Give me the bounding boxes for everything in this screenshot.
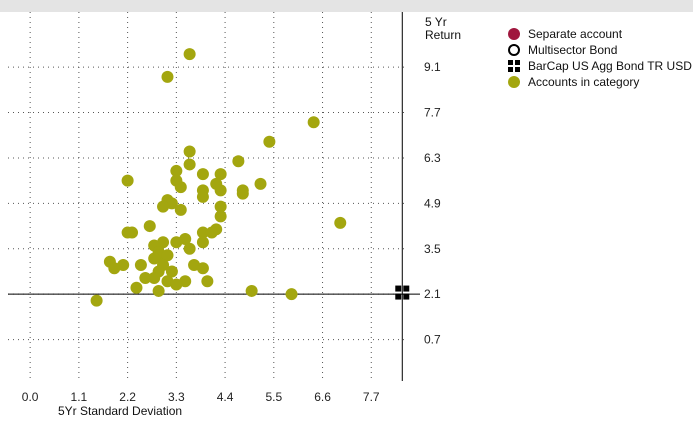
legend-item-separate-account: Separate account bbox=[508, 26, 692, 42]
data-point-account bbox=[307, 116, 320, 129]
data-point-account bbox=[174, 181, 187, 194]
data-point-account bbox=[214, 168, 227, 181]
data-point-account bbox=[201, 275, 214, 288]
legend-item-accounts-in-category: Accounts in category bbox=[508, 74, 692, 90]
data-point-account bbox=[148, 271, 161, 284]
data-point-account bbox=[170, 278, 183, 291]
filled-circle-marker-icon bbox=[508, 76, 520, 88]
data-point-account bbox=[196, 168, 209, 181]
square-marker-icon bbox=[508, 60, 520, 72]
axis-layer bbox=[8, 12, 420, 381]
data-point-account bbox=[214, 184, 227, 197]
point-layer bbox=[90, 48, 410, 307]
open-circle-marker-icon bbox=[508, 44, 520, 56]
y-tick-label: 4.9 bbox=[424, 196, 441, 210]
data-point-account bbox=[263, 135, 276, 148]
benchmark-marker-cell bbox=[403, 293, 410, 300]
data-point-benchmark bbox=[395, 285, 410, 300]
data-point-account bbox=[170, 164, 183, 177]
data-point-account bbox=[161, 249, 174, 262]
y-tick-label: 0.7 bbox=[424, 333, 441, 347]
legend: Separate account Multisector Bond BarCap… bbox=[508, 26, 692, 90]
y-tick-label: 3.5 bbox=[424, 242, 441, 256]
data-point-account bbox=[161, 70, 174, 83]
data-point-account bbox=[134, 258, 147, 271]
x-tick-label: 6.6 bbox=[314, 390, 331, 404]
data-point-account bbox=[170, 236, 183, 249]
y-axis-label: 5 Yr Return bbox=[425, 16, 461, 42]
y-axis-label-line1: 5 Yr bbox=[425, 15, 447, 29]
y-tick-label: 6.3 bbox=[424, 151, 441, 165]
y-tick-label: 9.1 bbox=[424, 60, 441, 74]
data-point-account bbox=[130, 281, 143, 294]
data-point-account bbox=[245, 284, 258, 297]
data-point-account bbox=[214, 210, 227, 223]
data-point-account bbox=[232, 155, 245, 168]
data-point-account bbox=[90, 294, 103, 307]
x-tick-label: 2.2 bbox=[119, 390, 136, 404]
benchmark-marker-cell bbox=[403, 285, 410, 292]
data-point-account bbox=[157, 200, 170, 213]
data-point-account bbox=[183, 145, 196, 158]
data-point-account bbox=[196, 262, 209, 275]
tick-layer: 0.0 1.1 2.2 3.3 4.4 5.5 6.6 7.7 9.1 7.7 6.3 4.9 3.5 2… bbox=[22, 60, 441, 404]
filled-circle-marker-icon bbox=[508, 28, 520, 40]
data-point-account bbox=[196, 190, 209, 203]
data-point-account bbox=[205, 226, 218, 239]
data-point-account bbox=[165, 265, 178, 278]
x-tick-label: 7.7 bbox=[363, 390, 380, 404]
y-tick-label: 2.1 bbox=[424, 287, 441, 301]
data-point-account bbox=[334, 216, 347, 229]
x-tick-label: 3.3 bbox=[168, 390, 185, 404]
data-point-account bbox=[108, 262, 121, 275]
data-point-account bbox=[143, 220, 156, 233]
data-point-account bbox=[196, 226, 209, 239]
x-tick-label: 5.5 bbox=[265, 390, 282, 404]
data-point-account bbox=[254, 177, 267, 190]
data-point-account bbox=[196, 236, 209, 249]
x-tick-label: 0.0 bbox=[22, 390, 39, 404]
y-tick-label: 7.7 bbox=[424, 106, 441, 120]
legend-label: Separate account bbox=[528, 27, 623, 41]
data-point-account bbox=[148, 252, 161, 265]
data-point-account bbox=[183, 48, 196, 61]
data-point-account bbox=[174, 203, 187, 216]
data-point-account bbox=[121, 226, 134, 239]
benchmark-marker-cell bbox=[395, 293, 402, 300]
x-axis-label: 5Yr Standard Deviation bbox=[58, 404, 183, 418]
data-point-account bbox=[121, 174, 134, 187]
top-border-band bbox=[0, 0, 693, 12]
data-point-account bbox=[183, 158, 196, 171]
legend-label: BarCap US Agg Bond TR USD bbox=[528, 59, 692, 73]
data-point-account bbox=[236, 187, 249, 200]
data-point-account bbox=[152, 284, 165, 297]
data-point-account bbox=[285, 288, 298, 301]
legend-item-barcap-index: BarCap US Agg Bond TR USD bbox=[508, 58, 692, 74]
x-tick-label: 4.4 bbox=[217, 390, 234, 404]
data-point-account bbox=[139, 271, 152, 284]
benchmark-marker-cell bbox=[395, 285, 402, 292]
legend-item-multisector-bond: Multisector Bond bbox=[508, 42, 692, 58]
data-point-account bbox=[214, 200, 227, 213]
x-tick-label: 1.1 bbox=[71, 390, 88, 404]
data-point-account bbox=[183, 242, 196, 255]
legend-label: Accounts in category bbox=[528, 75, 640, 89]
y-axis-label-line2: Return bbox=[425, 28, 462, 42]
legend-label: Multisector Bond bbox=[528, 43, 618, 57]
